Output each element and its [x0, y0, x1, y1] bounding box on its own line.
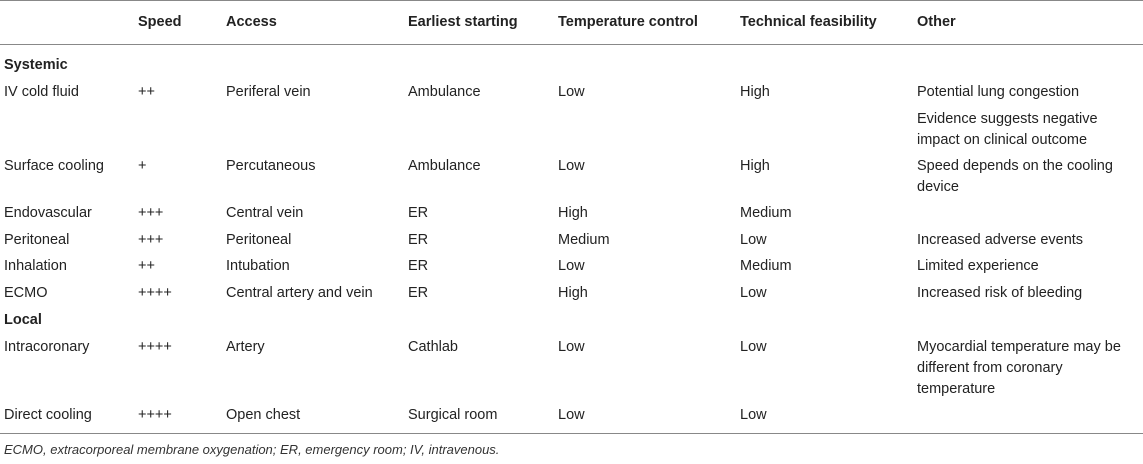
earliest-cell: Ambulance: [408, 84, 481, 100]
header-speed: Speed: [138, 14, 182, 30]
feasibility-cell: Low: [740, 339, 767, 355]
access-cell: Central vein: [226, 205, 304, 221]
bottom-rule: [0, 433, 1143, 434]
method-cell: Peritoneal: [4, 232, 70, 248]
temperature-cell: High: [558, 285, 588, 301]
earliest-cell: Surgical room: [408, 407, 498, 423]
access-cell: Percutaneous: [226, 158, 316, 174]
access-cell: Open chest: [226, 407, 301, 423]
temperature-cell: Medium: [558, 232, 610, 248]
temperature-cell: Low: [558, 258, 585, 274]
access-cell: Periferal vein: [226, 84, 311, 100]
speed-cell: ++++: [138, 339, 172, 355]
method-cell: ECMO: [4, 285, 48, 301]
method-cell: Intracoronary: [4, 339, 90, 355]
feasibility-cell: Low: [740, 407, 767, 423]
feasibility-cell: High: [740, 84, 770, 100]
access-cell: Intubation: [226, 258, 290, 274]
speed-cell: +++: [138, 205, 164, 221]
earliest-cell: Ambulance: [408, 158, 481, 174]
earliest-cell: ER: [408, 232, 429, 248]
temperature-cell: Low: [558, 84, 585, 100]
top-rule: [0, 0, 1143, 1]
other-cell: Speed depends on the cooling device: [917, 158, 1113, 195]
other-cell: Evidence suggests negative impact on cli…: [917, 111, 1098, 148]
table-header-row: Speed Access Earliest starting Temperatu…: [0, 0, 1143, 44]
other-cell: Potential lung congestion: [917, 84, 1080, 100]
header-rule: [0, 44, 1143, 45]
method-cell: Inhalation: [4, 258, 67, 274]
method-cell: Surface cooling: [4, 158, 104, 174]
temperature-cell: Low: [558, 158, 585, 174]
speed-cell: ++++: [138, 285, 172, 301]
other-cell: Myocardial temperature may be different …: [917, 339, 1121, 397]
section-title: Systemic: [4, 57, 68, 73]
other-cell: Limited experience: [917, 258, 1039, 274]
access-cell: Peritoneal: [226, 232, 292, 248]
earliest-cell: ER: [408, 205, 429, 221]
header-technical-feasibility: Technical feasibility: [740, 14, 877, 30]
earliest-cell: Cathlab: [408, 339, 458, 355]
section-title: Local: [4, 312, 42, 328]
header-other: Other: [917, 14, 956, 30]
method-cell: Endovascular: [4, 205, 92, 221]
speed-cell: +++: [138, 232, 164, 248]
feasibility-cell: Medium: [740, 205, 792, 221]
earliest-cell: ER: [408, 258, 429, 274]
speed-cell: ++: [138, 84, 155, 100]
other-cell: Increased risk of bleeding: [917, 285, 1083, 301]
temperature-cell: Low: [558, 339, 585, 355]
feasibility-cell: Medium: [740, 258, 792, 274]
access-cell: Central artery and vein: [226, 285, 373, 301]
other-cell: Increased adverse events: [917, 232, 1084, 248]
method-cell: IV cold fluid: [4, 84, 79, 100]
header-temperature-control: Temperature control: [558, 14, 698, 30]
temperature-cell: Low: [558, 407, 585, 423]
temperature-cell: High: [558, 205, 588, 221]
feasibility-cell: Low: [740, 232, 767, 248]
feasibility-cell: Low: [740, 285, 767, 301]
header-access: Access: [226, 14, 277, 30]
access-cell: Artery: [226, 339, 265, 355]
table-footnote: ECMO, extracorporeal membrane oxygenatio…: [4, 442, 500, 457]
header-earliest-starting: Earliest starting: [408, 14, 518, 30]
speed-cell: ++: [138, 258, 155, 274]
speed-cell: +: [138, 158, 147, 174]
earliest-cell: ER: [408, 285, 429, 301]
method-cell: Direct cooling: [4, 407, 92, 423]
speed-cell: ++++: [138, 407, 172, 423]
feasibility-cell: High: [740, 158, 770, 174]
